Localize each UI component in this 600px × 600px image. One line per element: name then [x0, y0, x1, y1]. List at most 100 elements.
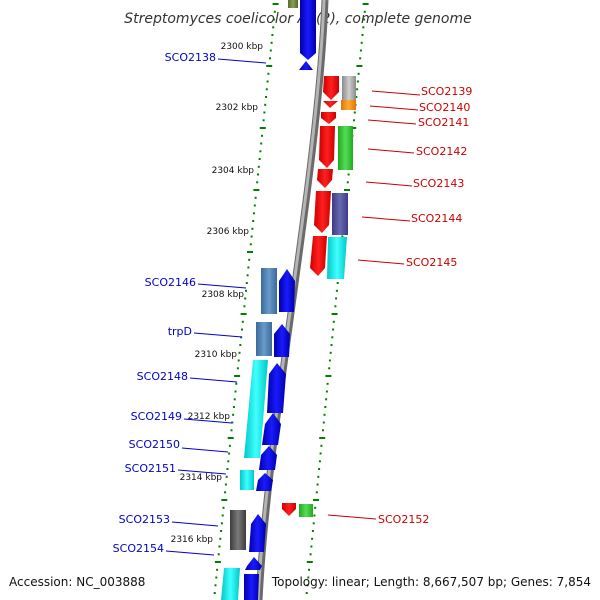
- gene-feature-sco2144[interactable]: [332, 193, 348, 235]
- gene-feature-sco2154-cyan[interactable]: [221, 568, 240, 600]
- gene-arrow-sco2143[interactable]: [317, 169, 333, 188]
- gene-label-trpd[interactable]: trpD: [168, 325, 192, 338]
- gene-arrow-sco2141[interactable]: [321, 112, 336, 124]
- right-track-tick: [317, 475, 320, 478]
- left-track-tick: [267, 72, 270, 75]
- gene-arrow-sco2142[interactable]: [319, 126, 335, 168]
- left-track-tick: [270, 41, 273, 44]
- left-track-tick: [244, 297, 247, 300]
- left-track-tick: [224, 483, 227, 486]
- gene-arrow-sco2153[interactable]: [249, 514, 266, 552]
- gene-feature-olive[interactable]: [288, 0, 298, 8]
- gene-label-sco2150[interactable]: SCO2150: [129, 438, 180, 451]
- left-track-tick: [245, 289, 247, 292]
- left-track-tick: [253, 204, 256, 207]
- gene-feature-sco2139[interactable]: [342, 76, 356, 100]
- gene-arrow-sco2152[interactable]: [282, 503, 296, 516]
- gene-label-sco2145[interactable]: SCO2145: [406, 256, 457, 269]
- gene-label-sco2148[interactable]: SCO2148: [137, 370, 188, 383]
- forward-strand-genes: [221, 0, 316, 600]
- right-track-tick: [323, 413, 326, 416]
- gene-feature-sco2151[interactable]: [240, 470, 254, 490]
- gene-arrow-sco2154[interactable]: [244, 574, 259, 600]
- right-track-tick: [350, 127, 357, 129]
- gene-feature-sco2140[interactable]: [341, 100, 356, 110]
- right-track-tick: [308, 568, 310, 571]
- gene-feature-sco2152[interactable]: [299, 504, 313, 517]
- left-track-tick: [236, 367, 239, 370]
- right-track-tick: [311, 530, 314, 532]
- right-track-tick: [359, 57, 362, 60]
- gene-label-sco2143[interactable]: SCO2143: [413, 177, 464, 190]
- gene-label-sco2144[interactable]: SCO2144: [411, 212, 462, 225]
- gene-arrow-sco2145[interactable]: [310, 236, 327, 276]
- left-track-tick: [258, 158, 261, 160]
- gene-label-sco2141[interactable]: SCO2141: [418, 116, 469, 129]
- right-track-tick: [335, 289, 338, 292]
- left-track-tick: [246, 274, 249, 277]
- gene-feature-trpd[interactable]: [256, 322, 272, 356]
- gene-label-sco2146[interactable]: SCO2146: [145, 276, 196, 289]
- gene-arrow-sco2146[interactable]: [279, 269, 295, 312]
- topology-text: Topology: linear; Length: 8,667,507 bp; …: [271, 575, 591, 589]
- forward-gene-labels: SCO2138 SCO2146 trpD SCO2148 SCO2149 SCO…: [113, 51, 216, 555]
- gene-arrow-sco2150[interactable]: [259, 446, 277, 470]
- left-track-tick: [240, 313, 247, 315]
- right-track-tick: [310, 545, 313, 548]
- right-track-tick: [329, 351, 332, 354]
- right-track-tick: [335, 297, 338, 300]
- left-track-tick: [273, 18, 275, 21]
- left-track-tick: [262, 119, 265, 122]
- gene-label-sco2149[interactable]: SCO2149: [131, 410, 182, 423]
- right-track-tick: [325, 375, 332, 377]
- left-track-tick: [252, 220, 255, 222]
- gene-feature-sco2145[interactable]: [327, 237, 347, 279]
- gene-label-sco2139[interactable]: SCO2139: [421, 85, 472, 98]
- gene-label-sco2151[interactable]: SCO2151: [125, 462, 176, 475]
- gene-feature-sco2153[interactable]: [230, 510, 246, 550]
- gene-arrow-trpd[interactable]: [274, 324, 290, 357]
- gene-arrow-sco2140[interactable]: [323, 101, 338, 108]
- left-track-tick: [220, 522, 223, 525]
- gene-arrow-sco2144[interactable]: [314, 191, 331, 233]
- gene-label-sco2138[interactable]: SCO2138: [165, 51, 216, 64]
- left-track-tick: [234, 390, 237, 393]
- gene-label-sco2154[interactable]: SCO2154: [113, 542, 164, 555]
- gene-label-sco2142[interactable]: SCO2142: [416, 145, 467, 158]
- right-track-tick: [313, 499, 319, 501]
- right-track-tick: [307, 576, 310, 579]
- gene-arrow-sco2138-top[interactable]: [300, 0, 316, 60]
- right-track-tick: [312, 522, 315, 525]
- gene-feature-sco2146[interactable]: [261, 268, 277, 314]
- left-track-tick: [228, 444, 231, 447]
- gene-feature-sco2142[interactable]: [338, 126, 353, 170]
- kbp-label-2306: 2306 kbp: [207, 227, 250, 237]
- left-track-tick: [254, 196, 257, 199]
- right-track-tick: [324, 406, 327, 408]
- left-track-tick: [214, 561, 221, 563]
- gene-label-sco2153[interactable]: SCO2153: [119, 513, 170, 526]
- gene-label-sco2152[interactable]: SCO2152: [378, 513, 429, 526]
- left-track-tick: [261, 134, 263, 137]
- left-track-tick: [256, 181, 259, 184]
- right-track-tick: [306, 561, 313, 563]
- gene-arrow-sco2139[interactable]: [323, 76, 339, 100]
- gene-arrow-sco2148[interactable]: [267, 363, 286, 413]
- right-track-tick: [347, 173, 350, 176]
- gene-arrow-sco2151[interactable]: [256, 473, 273, 491]
- left-track-tick: [215, 576, 218, 579]
- right-track-tick: [357, 72, 360, 75]
- kbp-label-2304: 2304 kbp: [212, 166, 255, 176]
- left-track-tick: [232, 406, 235, 408]
- left-track-tick: [247, 251, 253, 253]
- right-track-tick: [319, 452, 322, 455]
- gene-feature-sco2148[interactable]: [244, 360, 268, 458]
- left-track-tick: [238, 351, 241, 354]
- left-track-tick: [273, 10, 276, 13]
- right-track-tick: [322, 429, 324, 432]
- gene-arrow-sco2138-head[interactable]: [299, 61, 313, 70]
- gene-arrow-sco2149[interactable]: [262, 413, 281, 445]
- gene-arrow-sco2154-head[interactable]: [245, 557, 262, 570]
- gene-label-sco2140[interactable]: SCO2140: [419, 101, 470, 114]
